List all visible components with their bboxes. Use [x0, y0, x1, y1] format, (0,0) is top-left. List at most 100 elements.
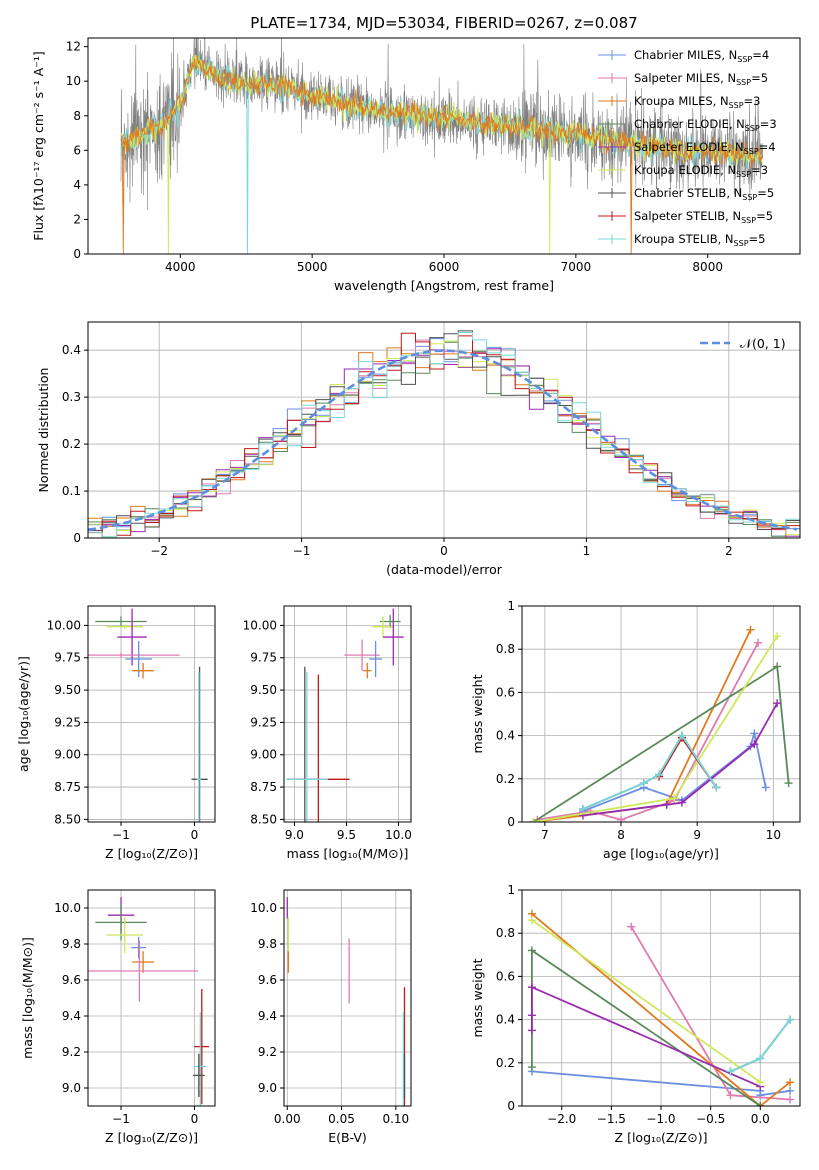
legend-label-value: =5 — [751, 71, 768, 85]
x-tick-label: 0 — [440, 544, 448, 558]
histogram-salpeter_stelib — [88, 332, 800, 536]
y-tick-label: 10.00 — [243, 618, 277, 632]
plot-area — [286, 897, 406, 1106]
legend-label-subscript: SSP — [745, 124, 760, 133]
weight-line — [582, 733, 717, 810]
y-tick-label: 4 — [73, 178, 81, 192]
legend-label-salpeter_stelib: Salpeter STELIB, NSSP=5 — [634, 209, 773, 225]
x-tick-label: 0.00 — [274, 1112, 301, 1126]
residual-histogram-panel: −2 −1 0 1 2 0 0.1 0.2 0.3 0.4 (data-model)/error No… — [36, 321, 801, 577]
y-tick-label: 9.2 — [62, 1045, 81, 1059]
x-tick-label: 2 — [725, 544, 733, 558]
errorbar-point-kroupa_stelib — [286, 671, 328, 822]
x-axis-label: Z [log₁₀(Z/Z⊙)] — [105, 846, 198, 861]
grid-lines — [522, 605, 800, 823]
axes-frame — [87, 889, 216, 1107]
y-tick-label: 0 — [507, 815, 515, 829]
y-tick-label: 10.0 — [54, 901, 81, 915]
y-tick-label: 9.0 — [258, 1081, 277, 1095]
y-tick-label: 9.6 — [62, 973, 81, 987]
y-tick-label: 9.6 — [258, 973, 277, 987]
plot-area — [88, 330, 800, 538]
plot-area — [529, 625, 793, 822]
errorbar-point-salpeter_elodie — [117, 608, 147, 666]
x-tick-label: 0 — [191, 828, 199, 842]
normal-curve — [88, 349, 798, 532]
legend-label-value: =4 — [759, 140, 776, 154]
errorbar-point-chabrier_elodie — [95, 616, 147, 627]
axes-frame — [87, 37, 801, 255]
weight-line — [531, 948, 761, 1106]
y-tick-label: 0.3 — [62, 390, 81, 404]
x-tick-label: 5000 — [297, 260, 328, 274]
errorbar-point-kroupa_miles — [132, 951, 155, 973]
y-tick-label: 9.75 — [54, 651, 81, 665]
axes-frame — [87, 321, 801, 539]
legend-label-kroupa_stelib: Kroupa STELIB, NSSP=5 — [634, 232, 765, 248]
x-tick-label: 0.10 — [382, 1112, 409, 1126]
legend-label-subscript: SSP — [737, 55, 752, 64]
y-tick-label: 9.4 — [62, 1009, 81, 1023]
y-axis-label: Normed distribution — [36, 368, 51, 493]
y-tick-label: 6 — [73, 143, 81, 157]
x-tick-label: −1 — [293, 544, 311, 558]
weight-series-kroupa_stelib — [578, 731, 721, 814]
y-tick-label: 0.1 — [62, 484, 81, 498]
legend-label-kroupa_miles: Kroupa MILES, NSSP=3 — [634, 94, 760, 110]
legend-label-salpeter_elodie: Salpeter ELODIE, NSSP=4 — [634, 140, 776, 156]
y-tick-label: 0.8 — [496, 642, 515, 656]
legend-label-text: Kroupa STELIB, N — [634, 232, 734, 246]
figure-title: PLATE=1734, MJD=53034, FIBERID=0267, z=0… — [250, 14, 637, 32]
legend-label-text: Salpeter STELIB, N — [634, 209, 741, 223]
y-tick-label: 1 — [507, 883, 515, 897]
y-tick-label: 9.2 — [258, 1045, 277, 1059]
y-tick-label: 0 — [73, 531, 81, 545]
y-axis-label: mass [log₁₀(M/M⊙)] — [20, 937, 35, 1059]
errorbar-point-chabrier_miles — [125, 640, 152, 678]
x-axis-label: E(B-V) — [328, 1130, 367, 1145]
legend-label-value: =3 — [760, 117, 777, 131]
legend-label-text: Salpeter ELODIE, N — [634, 140, 744, 154]
histogram-chabrier_stelib — [88, 330, 800, 531]
axis-ticks: −2 −1 0 1 2 0 0.1 0.2 0.3 0.4 — [62, 343, 733, 558]
weight-line — [531, 985, 761, 1088]
errorbar-point-chabrier_miles — [369, 640, 382, 678]
legend-label-normal: 𝒩(0, 1) — [740, 336, 786, 351]
y-tick-label: 2 — [73, 212, 81, 226]
grid-lines — [88, 890, 215, 1106]
plot-area — [88, 897, 210, 1106]
y-tick-label: 0.4 — [496, 729, 515, 743]
y-axis-label: age [log₁₀(age/yr)] — [16, 656, 31, 772]
legend-label-subscript: SSP — [741, 216, 756, 225]
model-spectrum-kroupa_elodie — [120, 54, 764, 254]
axes-frame — [283, 605, 412, 823]
axis-ticks: −1 0 8.50 8.75 9.00 9.25 9.50 9.75 10.00 — [47, 618, 199, 842]
legend-label-kroupa_elodie: Kroupa ELODIE, NSSP=3 — [634, 163, 768, 179]
x-axis-label: (data-model)/error — [386, 562, 503, 577]
grid-lines — [522, 889, 800, 1107]
y-tick-label: 8.50 — [54, 812, 81, 826]
x-tick-label: −2 — [150, 544, 168, 558]
y-tick-label: 9.75 — [250, 651, 277, 665]
model-spectrum-kroupa_miles — [120, 53, 764, 254]
legend-label-chabrier_elodie: Chabrier ELODIE, NSSP=3 — [634, 117, 777, 133]
weight-line — [537, 642, 759, 821]
x-tick-label: −1.0 — [646, 1112, 675, 1126]
errorbar-point-kroupa_elodie — [106, 917, 144, 953]
axis-ticks: 4000 5000 6000 7000 8000 0 2 4 6 8 10 12 — [66, 40, 723, 274]
age-vs-metallicity-panel: −1 0 8.50 8.75 9.00 9.25 9.50 9.75 10.00 Z [log₁₀… — [16, 605, 216, 861]
age-vs-mass-panel: 9.0 9.5 10.0 8.50 8.75 9.00 9.25 9.50 9.75 10.00 m… — [243, 605, 412, 861]
legend-label-subscript: SSP — [736, 78, 751, 87]
mass-vs-metallicity-panel: −1 0 9.0 9.2 9.4 9.6 9.8 10.0 Z [log₁₀(Z/Z⊙)] mas… — [20, 889, 216, 1145]
legend-label-text: Chabrier ELODIE, N — [634, 117, 745, 131]
y-tick-label: 0.4 — [62, 343, 81, 357]
legend-label-chabrier_miles: Chabrier MILES, NSSP=4 — [634, 48, 769, 64]
y-tick-label: 0.2 — [496, 1056, 515, 1070]
weight-line — [531, 919, 761, 1083]
x-tick-label: 8 — [617, 828, 625, 842]
y-tick-label: 9.00 — [54, 748, 81, 762]
y-tick-label: 8.75 — [54, 780, 81, 794]
legend-label-subscript: SSP — [734, 239, 749, 248]
errorbar-point-salpeter_elodie — [382, 608, 404, 666]
